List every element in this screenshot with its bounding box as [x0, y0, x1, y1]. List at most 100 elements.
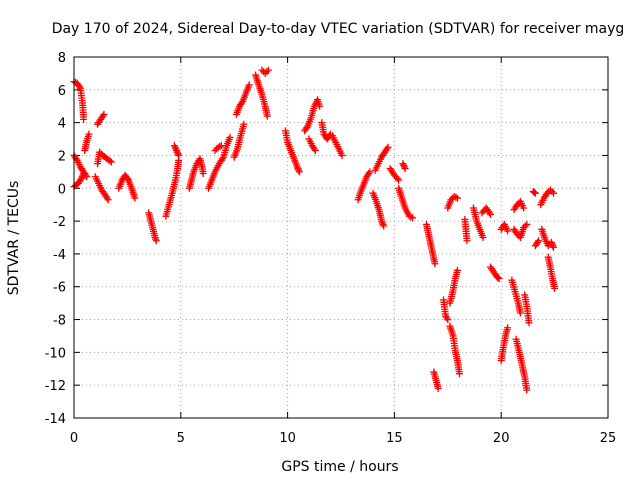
data-point [407, 213, 415, 221]
data-points [70, 66, 559, 394]
data-point [450, 192, 458, 200]
data-point [104, 196, 112, 204]
data-point [106, 157, 114, 165]
data-point [494, 274, 502, 282]
data-point [264, 66, 272, 74]
data-point [75, 83, 83, 91]
data-point [174, 150, 182, 158]
data-point [504, 324, 512, 332]
data-point [551, 284, 559, 292]
data-point [173, 147, 181, 155]
data-point [295, 168, 303, 176]
data-point [444, 316, 452, 324]
data-point [338, 151, 346, 159]
data-point [216, 142, 224, 150]
data-point [214, 143, 222, 151]
y-tick-label: -4 [53, 248, 66, 263]
axis-ticks: 0 5 10 15 20 25 -14 -12 -10 -8 -6 -4 -2 0 2 4 6 8 [45, 51, 617, 446]
data-point [82, 171, 90, 179]
data-point [447, 196, 455, 204]
x-tick-label: 10 [279, 431, 296, 446]
data-point [310, 145, 318, 153]
data-point [504, 227, 512, 235]
data-point [547, 238, 555, 246]
y-tick-label: -8 [53, 314, 66, 329]
data-point [409, 214, 417, 222]
data-point [393, 174, 401, 182]
data-point [294, 165, 302, 173]
data-point [395, 176, 403, 184]
data-point [513, 230, 521, 238]
data-point [400, 163, 408, 171]
x-tick-label: 20 [493, 431, 510, 446]
data-point [218, 155, 226, 163]
data-point [303, 124, 311, 132]
data-point [400, 161, 408, 169]
data-point [263, 68, 271, 76]
data-point [80, 115, 88, 123]
data-point [171, 143, 179, 151]
data-point [453, 194, 461, 202]
data-point [365, 170, 373, 178]
y-tick-label: 8 [58, 51, 66, 66]
data-point [295, 166, 303, 174]
data-point [172, 145, 180, 153]
data-point [548, 240, 556, 248]
data-point [405, 212, 413, 220]
plot-frame [73, 56, 609, 419]
data-point [85, 130, 93, 138]
data-point [453, 266, 461, 274]
data-point [293, 163, 301, 171]
data-point [487, 211, 495, 219]
data-point [543, 189, 551, 197]
data-point [548, 188, 556, 196]
data-point [384, 143, 392, 151]
data-point [96, 148, 104, 156]
data-point [77, 174, 85, 182]
y-tick-label: 6 [58, 84, 66, 99]
data-point [443, 314, 451, 322]
data-point [523, 220, 531, 228]
data-point [431, 260, 439, 268]
data-point [199, 170, 207, 178]
data-point [549, 242, 557, 250]
data-point [175, 151, 183, 159]
data-point [546, 186, 554, 194]
data-point [211, 147, 219, 155]
data-point [479, 234, 487, 241]
data-point [523, 386, 531, 394]
data-point [173, 148, 181, 156]
data-point [316, 102, 324, 110]
y-tick-label: -14 [45, 412, 66, 427]
y-tick-label: -6 [53, 281, 66, 296]
data-point [311, 147, 319, 155]
data-point [520, 224, 528, 232]
data-point [378, 217, 386, 225]
data-point [240, 120, 248, 128]
data-point [245, 81, 253, 89]
data-point [495, 275, 503, 283]
data-point [263, 112, 271, 120]
data-point [217, 142, 225, 150]
y-axis-label: SDTVAR / TECUs [6, 181, 22, 296]
x-tick-label: 15 [386, 431, 403, 446]
data-point [238, 99, 246, 107]
data-point [152, 237, 160, 245]
data-point [550, 189, 558, 197]
data-point [131, 194, 139, 202]
data-point [379, 220, 387, 228]
data-point [100, 110, 108, 118]
x-tick-label: 0 [70, 431, 78, 446]
x-tick-label: 5 [177, 431, 185, 446]
data-point [107, 158, 115, 166]
data-point [516, 309, 524, 317]
data-point [456, 370, 464, 378]
data-point [123, 174, 131, 182]
data-point [170, 142, 178, 150]
data-point [226, 133, 234, 141]
data-point [521, 222, 529, 230]
data-point [378, 219, 386, 227]
data-point [513, 201, 521, 209]
data-point [452, 193, 460, 201]
